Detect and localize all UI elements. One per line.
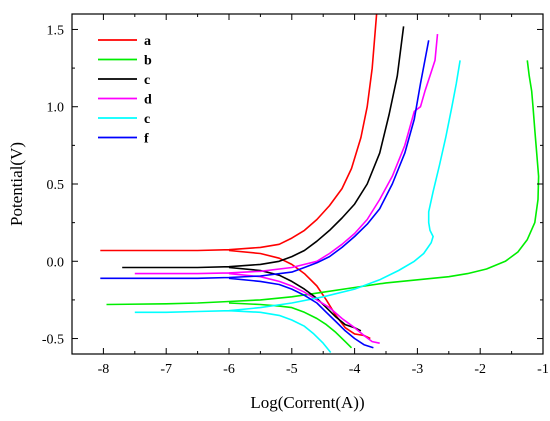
x-tick-label: -1: [537, 362, 549, 377]
x-axis-title: Log(Corrent(A)): [250, 393, 364, 412]
legend-label: b: [144, 54, 152, 69]
x-tick-label: -2: [474, 362, 486, 377]
y-axis-ticks: -0.5 0.0 0.5 1.0 1.5: [42, 23, 543, 348]
y-axis-title: Potential(V): [7, 142, 26, 226]
x-tick-label: -4: [349, 362, 361, 377]
series-line-2: [106, 60, 540, 349]
x-tick-label: -7: [160, 362, 172, 377]
x-tick-label: -5: [286, 362, 298, 377]
y-tick-label: 0.5: [47, 178, 65, 193]
x-axis-ticks: -8 -7 -6 -5 -4 -3 -2 -1: [71, 14, 549, 377]
legend-label: a: [144, 34, 151, 49]
series-layer: [100, 14, 540, 354]
x-tick-label: -6: [223, 362, 235, 377]
y-tick-label: 1.0: [47, 101, 65, 116]
legend-label: c: [144, 73, 150, 88]
legend-label: f: [144, 132, 149, 147]
series-line-5: [134, 60, 461, 354]
series-line-4: [134, 34, 439, 344]
plot-frame: [71, 13, 544, 355]
series-line-6: [100, 40, 430, 349]
y-tick-label: -0.5: [42, 333, 64, 348]
x-tick-label: -3: [412, 362, 424, 377]
x-tick-label: -8: [98, 362, 110, 377]
legend-label: c: [144, 112, 150, 127]
y-tick-label: 0.0: [47, 255, 65, 270]
series-line-3: [122, 26, 405, 332]
legend-label: d: [144, 93, 152, 108]
y-tick-label: 1.5: [47, 23, 65, 38]
